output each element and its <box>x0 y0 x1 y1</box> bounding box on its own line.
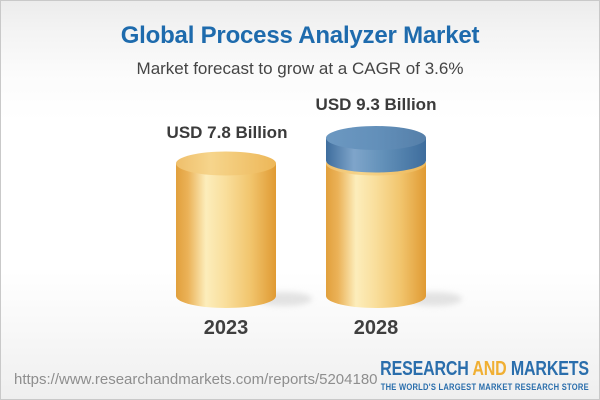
cylinder-body-blue-growth <box>326 138 426 173</box>
cylinder-shadow <box>406 292 462 306</box>
category-label-2028: 2028 <box>353 317 399 339</box>
chart-header: Global Process Analyzer Market Market fo… <box>1 1 599 79</box>
value-label-2028: USD 9.3 Billion <box>315 95 437 114</box>
cylinder-2023 <box>176 151 312 308</box>
cylinder-top-gold <box>176 151 276 176</box>
chart-title: Global Process Analyzer Market <box>120 22 480 49</box>
value-label-2023: USD 7.8 Billion <box>166 123 288 142</box>
research-and-markets-logo: RESEARCH AND MARKETS THE WORLD'S LARGEST… <box>328 358 589 392</box>
cylinder-body-gold <box>176 163 276 308</box>
cylinder-body-gold <box>326 163 426 308</box>
logo-wordmark: RESEARCH AND MARKETS <box>380 358 589 381</box>
logo-tagline: THE WORLD'S LARGEST MARKET RESEARCH STOR… <box>380 382 589 392</box>
logo-word-markets: MARKETS <box>511 358 589 380</box>
category-label-2023: 2023 <box>203 317 249 339</box>
cylinder-top-blue <box>326 126 426 150</box>
chart-subtitle: Market forecast to grow at a CAGR of 3.6… <box>136 59 464 78</box>
logo-word-and: AND <box>472 358 507 380</box>
cylinder-2028 <box>326 126 462 308</box>
report-url: https://www.researchandmarkets.com/repor… <box>14 371 378 388</box>
cylinder-shadow <box>256 292 312 306</box>
logo-word-research: RESEARCH <box>380 358 469 380</box>
cylinder-top-gold <box>326 151 426 176</box>
